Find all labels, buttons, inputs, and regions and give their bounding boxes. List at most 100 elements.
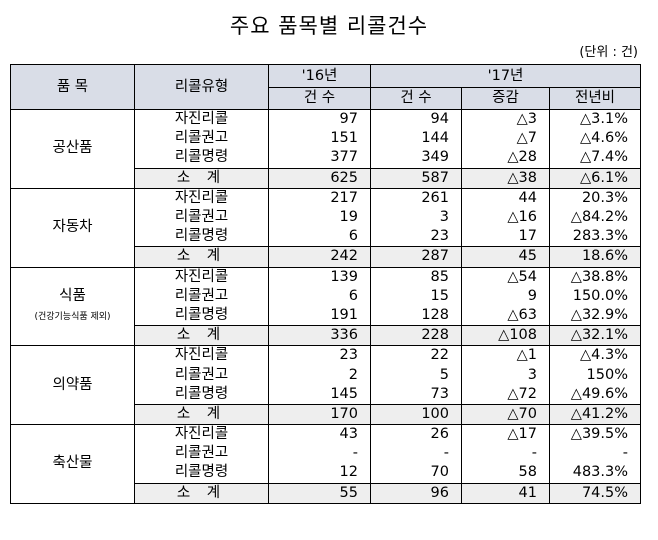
count-2016-cell: 23 <box>268 345 371 366</box>
table-row: 축산물 자진리콜 43 26 △17 △39.5% <box>10 424 642 504</box>
item-name: 축산물 <box>52 455 93 472</box>
recall-type-cell: 리콜명령 <box>134 463 269 484</box>
yoy-cell: 18.6% <box>548 246 642 268</box>
recall-type-cell: 리콜권고 <box>134 365 269 385</box>
yoy-cell: 150.0% <box>548 286 642 306</box>
count-2017-cell: 287 <box>370 246 462 268</box>
header-year-17: '17년 <box>369 64 642 88</box>
change-cell: △72 <box>461 384 550 405</box>
unit-label: (단위 : 건) <box>579 45 638 60</box>
header-year-16: '16년 <box>268 64 371 88</box>
count-2017-cell: - <box>370 444 462 464</box>
table-row: 리콜권고 6 15 9 150.0% <box>11 286 642 306</box>
item-name: 자동차 <box>52 219 93 236</box>
change-cell: △3 <box>461 109 550 130</box>
recall-type-cell: 리콜권고 <box>134 129 269 149</box>
yoy-cell: △32.9% <box>548 305 642 326</box>
recall-type-cell: 소 계 <box>134 482 269 504</box>
recall-type-cell: 소 계 <box>134 403 269 426</box>
change-cell: △1 <box>461 345 550 366</box>
count-2016-cell: 55 <box>268 482 371 504</box>
recall-type-cell: 소 계 <box>134 246 269 268</box>
change-cell: 17 <box>461 227 550 247</box>
count-2016-cell: 377 <box>268 148 371 169</box>
table-row: 리콜명령 6 23 17 283.3% <box>11 227 642 247</box>
table-header: 품 목 리콜유형 '16년 '17년 건 수 건 수 증감 전년비 <box>10 64 642 110</box>
recall-type-cell: 소 계 <box>134 167 269 189</box>
count-2017-cell: 85 <box>370 267 462 287</box>
count-2017-cell: 144 <box>370 129 462 149</box>
count-2017-cell: 349 <box>370 148 462 169</box>
yoy-cell: 283.3% <box>548 227 642 247</box>
count-2016-cell: - <box>268 444 371 464</box>
header-item: 품 목 <box>10 64 135 110</box>
count-2017-cell: 261 <box>370 188 462 208</box>
subtotal-row: 소 계 242 287 45 18.6% <box>11 246 642 268</box>
count-2016-cell: 2 <box>268 365 371 385</box>
item-name-cell: 축산물 <box>10 424 135 504</box>
count-2017-cell: 5 <box>370 365 462 385</box>
yoy-cell: △32.1% <box>548 325 642 347</box>
recall-type-cell: 자진리콜 <box>134 424 269 445</box>
subtotal-row: 소 계 625 587 △38 △6.1% <box>11 167 642 189</box>
table-row: 리콜명령 377 349 △28 △7.4% <box>11 148 642 169</box>
recall-type-cell: 자진리콜 <box>134 188 269 208</box>
change-cell: 3 <box>461 365 550 385</box>
yoy-cell: △84.2% <box>548 207 642 228</box>
count-2016-cell: 336 <box>268 325 371 347</box>
count-2016-cell: 139 <box>268 267 371 287</box>
yoy-cell: 74.5% <box>548 482 642 504</box>
recall-type-cell: 자진리콜 <box>134 109 269 130</box>
table-row: 리콜명령 145 73 △72 △49.6% <box>11 384 642 405</box>
change-cell: △70 <box>461 403 550 426</box>
count-2017-cell: 228 <box>370 325 462 347</box>
change-cell: 45 <box>461 246 550 268</box>
count-2017-cell: 96 <box>370 482 462 504</box>
yoy-cell: △41.2% <box>548 403 642 426</box>
change-cell: △54 <box>461 267 550 287</box>
recall-type-cell: 리콜권고 <box>134 286 269 306</box>
item-name-cell: 자동차 <box>10 188 135 268</box>
yoy-cell: △6.1% <box>548 167 642 189</box>
item-name-cell: 공산품 <box>10 109 135 189</box>
page-title: 주요 품목별 리콜건수 <box>229 14 429 38</box>
count-2017-cell: 94 <box>370 109 462 130</box>
count-2016-cell: 170 <box>268 403 371 426</box>
count-2016-cell: 242 <box>268 246 371 268</box>
count-2017-cell: 26 <box>370 424 462 445</box>
item-name: 공산품 <box>52 140 93 157</box>
count-2017-cell: 23 <box>370 227 462 247</box>
yoy-cell: △3.1% <box>548 109 642 130</box>
header-type: 리콜유형 <box>134 64 269 110</box>
change-cell: 9 <box>461 286 550 306</box>
table-row: 리콜명령 191 128 △63 △32.9% <box>11 305 642 326</box>
table-row: 리콜명령 12 70 58 483.3% <box>11 463 642 484</box>
count-2017-cell: 128 <box>370 305 462 326</box>
recall-type-cell: 리콜명령 <box>134 305 269 326</box>
table-row: 리콜권고 151 144 △7 △4.6% <box>11 129 642 149</box>
table-row: 리콜권고 2 5 3 150% <box>11 365 642 385</box>
item-name-cell: 의약품 <box>10 345 135 425</box>
item-name: 식품 <box>59 288 86 305</box>
change-cell: △63 <box>461 305 550 326</box>
subtotal-row: 소 계 170 100 △70 △41.2% <box>11 403 642 426</box>
yoy-cell: - <box>548 444 642 464</box>
count-2016-cell: 145 <box>268 384 371 405</box>
change-cell: - <box>461 444 550 464</box>
count-2016-cell: 217 <box>268 188 371 208</box>
header-count-17: 건 수 <box>370 87 462 110</box>
count-2017-cell: 587 <box>370 167 462 189</box>
change-cell: 41 <box>461 482 550 504</box>
change-cell: △7 <box>461 129 550 149</box>
recall-type-cell: 리콜명령 <box>134 227 269 247</box>
table-row: 자동차 자진리콜 217 261 44 20.3% <box>10 188 642 268</box>
header-yoy: 전년비 <box>548 87 642 110</box>
subtotal-row: 소 계 336 228 △108 △32.1% <box>11 325 642 347</box>
table-row: 의약품 자진리콜 23 22 △1 △4.3% <box>10 345 642 425</box>
change-cell: △17 <box>461 424 550 445</box>
item-name-cell: 식품 (건강기능식품 제외) <box>10 267 135 347</box>
yoy-cell: △38.8% <box>548 267 642 287</box>
table-row: 리콜권고 - - - - <box>11 444 642 464</box>
yoy-cell: △39.5% <box>548 424 642 445</box>
